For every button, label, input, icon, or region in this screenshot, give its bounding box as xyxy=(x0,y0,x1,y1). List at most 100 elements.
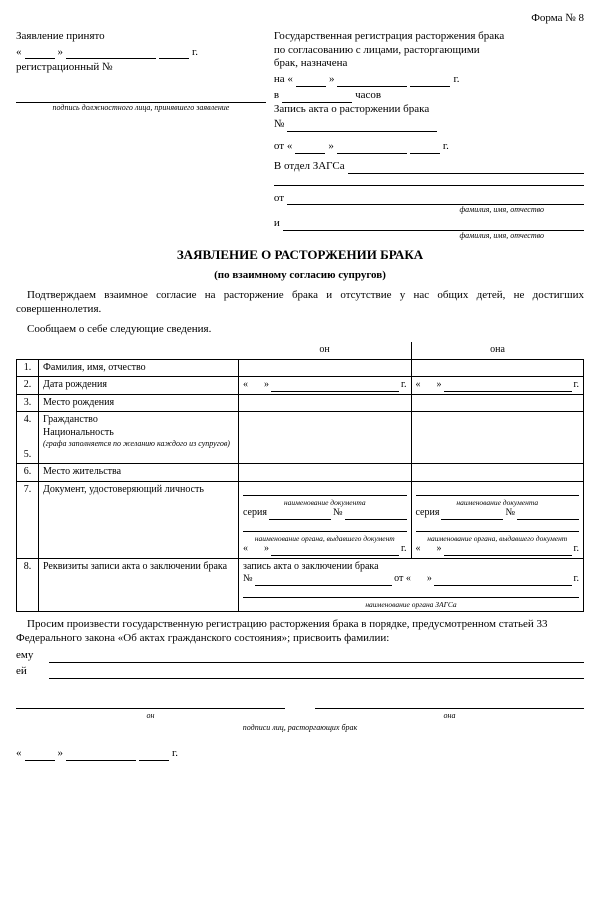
col-she: она xyxy=(411,342,584,359)
cell-he-6[interactable] xyxy=(239,464,412,482)
accepted-label: Заявление принято xyxy=(16,30,266,44)
sig-he-label: он xyxy=(16,711,285,721)
cell-he-4[interactable] xyxy=(239,412,412,464)
rec-cell-label: запись акта о заключении брака xyxy=(243,561,579,574)
paragraph-3b: Федерального закона «Об актах гражданско… xyxy=(16,632,584,646)
top-header: Заявление принято « » г. регистрационный… xyxy=(16,30,584,241)
cell-she-6[interactable] xyxy=(411,464,584,482)
row-num-6: 6. xyxy=(17,464,39,482)
row-label-2: Дата рождения xyxy=(39,377,239,395)
cell-she-2[interactable]: «»г. xyxy=(411,377,584,395)
sig-she-line[interactable] xyxy=(315,699,584,709)
her-row: ей xyxy=(16,665,584,679)
rec-no-label: № xyxy=(274,118,285,132)
fio-caption-1: фамилия, имя, отчество xyxy=(274,205,584,215)
paragraph-2: Сообщаем о себе следующие сведения. xyxy=(16,323,584,337)
table-row: 7. Документ, удостоверяющий личность наи… xyxy=(17,481,584,558)
table-header-row: он она xyxy=(17,342,584,359)
record-label: Запись акта о расторжении брака xyxy=(274,103,584,117)
row-label-3: Место рождения xyxy=(39,394,239,412)
and-row: и xyxy=(274,217,584,231)
from-blank[interactable] xyxy=(287,196,584,205)
dept-blank-2[interactable] xyxy=(274,176,584,186)
row-label-7: Документ, удостоверяющий личность xyxy=(39,481,239,558)
title-line2: (по взаимному согласию супругов) xyxy=(16,269,584,283)
record-date-row: от « » г. xyxy=(274,140,584,154)
table-row: 1. Фамилия, имя, отчество xyxy=(17,359,584,377)
sig-he-line[interactable] xyxy=(16,699,285,709)
rec-month[interactable] xyxy=(337,153,407,154)
her-blank[interactable] xyxy=(49,670,584,679)
header-left: Заявление принято « » г. регистрационный… xyxy=(16,30,266,241)
bd-year-suf: г. xyxy=(172,747,178,761)
sch-month[interactable] xyxy=(337,86,407,87)
from-label: от xyxy=(274,192,284,206)
and-label: и xyxy=(274,217,280,231)
cell-she-1[interactable] xyxy=(411,359,584,377)
cell-he-1[interactable] xyxy=(239,359,412,377)
sch-year[interactable] xyxy=(410,86,450,87)
row-label-4: Гражданство Национальность (графа заполн… xyxy=(39,412,239,464)
year-suffix: г. xyxy=(192,46,198,60)
hours-label: часов xyxy=(355,89,381,103)
table-row: 2. Дата рождения «»г. «»г. xyxy=(17,377,584,395)
cell-he-3[interactable] xyxy=(239,394,412,412)
dept-label: В отдел ЗАГСа xyxy=(274,160,345,174)
her-label: ей xyxy=(16,665,46,679)
him-blank[interactable] xyxy=(49,654,584,663)
bd-q1: « xyxy=(16,747,22,761)
rec-day[interactable] xyxy=(295,153,325,154)
row-num-3: 3. xyxy=(17,394,39,412)
quote-open: « xyxy=(16,46,22,60)
sch-day[interactable] xyxy=(296,86,326,87)
cell-she-4[interactable] xyxy=(411,412,584,464)
fio-caption-2: фамилия, имя, отчество xyxy=(274,231,584,241)
signatures-row: он она xyxy=(16,697,584,721)
na-label: на « xyxy=(274,73,293,87)
time-scheduled: в часов xyxy=(274,89,584,103)
bd-day[interactable] xyxy=(25,760,55,761)
him-label: ему xyxy=(16,649,46,663)
row-num-2: 2. xyxy=(17,377,39,395)
date-scheduled: на « » г. xyxy=(274,73,584,87)
signature-line[interactable] xyxy=(16,93,266,103)
hr-line2: по согласованию с лицами, расторгающими xyxy=(274,44,584,58)
reg-no-label: регистрационный № xyxy=(16,61,266,75)
row-num-1: 1. xyxy=(17,359,39,377)
row-num-7: 7. xyxy=(17,481,39,558)
row-num-5: 5. xyxy=(21,449,34,462)
cell-she-3[interactable] xyxy=(411,394,584,412)
rec-close: » xyxy=(328,140,334,154)
table-row: 6. Место жительства xyxy=(17,464,584,482)
record-no-row: № xyxy=(274,118,584,132)
rec-ot: от « xyxy=(274,140,292,154)
quote-close: » xyxy=(58,46,64,60)
him-row: ему xyxy=(16,649,584,663)
cell-rec[interactable]: запись акта о заключении брака № от «»г.… xyxy=(239,558,584,611)
bd-month[interactable] xyxy=(66,760,136,761)
cell-he-7[interactable]: наименование документа серия№ наименован… xyxy=(239,481,412,558)
col-he: он xyxy=(239,342,412,359)
row-label-8: Реквизиты записи акта о заключении брака xyxy=(39,558,239,611)
v-label: в xyxy=(274,89,279,103)
dept-blank[interactable] xyxy=(348,165,584,174)
rec-no-blank[interactable] xyxy=(287,131,437,132)
bottom-date-row: « » г. xyxy=(16,747,584,761)
from-row: от xyxy=(274,192,584,206)
header-right: Государственная регистрация расторжения … xyxy=(274,30,584,241)
and-blank[interactable] xyxy=(283,222,584,231)
paragraph-3a: Просим произвести государственную регист… xyxy=(16,618,584,632)
sig-caption: подписи лиц, расторгающих брак xyxy=(16,723,584,733)
table-row: 3. Место рождения xyxy=(17,394,584,412)
rec-year[interactable] xyxy=(410,153,440,154)
table-row: 8. Реквизиты записи акта о заключении бр… xyxy=(17,558,584,611)
details-table: он она 1. Фамилия, имя, отчество 2. Дата… xyxy=(16,342,584,612)
bd-q2: » xyxy=(58,747,64,761)
bd-year[interactable] xyxy=(139,760,169,761)
year-blank[interactable] xyxy=(159,58,189,59)
cell-he-2[interactable]: «»г. xyxy=(239,377,412,395)
month-blank[interactable] xyxy=(66,58,156,59)
row-num-4: 4. 5. xyxy=(17,412,39,464)
day-blank[interactable] xyxy=(25,58,55,59)
cell-she-7[interactable]: наименование документа серия№ наименован… xyxy=(411,481,584,558)
